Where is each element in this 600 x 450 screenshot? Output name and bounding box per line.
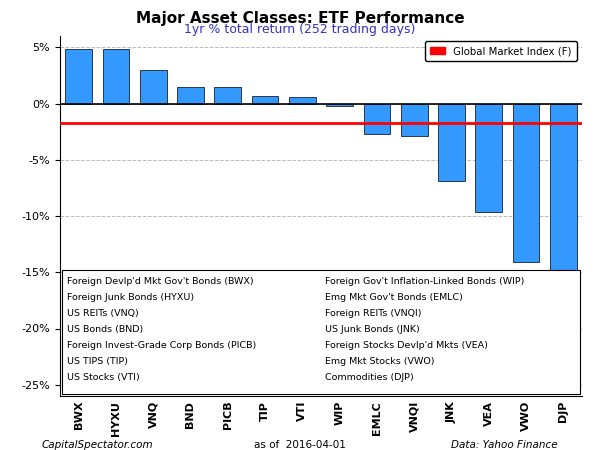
Text: US REITs (VNQ): US REITs (VNQ): [67, 309, 139, 318]
Text: Foreign REITs (VNQI): Foreign REITs (VNQI): [325, 309, 421, 318]
Bar: [103, 49, 130, 104]
Bar: [62, 270, 580, 394]
Bar: [140, 70, 167, 104]
Bar: [177, 86, 204, 104]
Text: US TIPS (TIP): US TIPS (TIP): [67, 357, 128, 366]
Text: Major Asset Classes: ETF Performance: Major Asset Classes: ETF Performance: [136, 11, 464, 26]
Bar: [438, 104, 465, 181]
Bar: [289, 97, 316, 104]
Bar: [401, 104, 428, 136]
Text: Emg Mkt Gov't Bonds (EMLC): Emg Mkt Gov't Bonds (EMLC): [325, 293, 463, 302]
Text: US Junk Bonds (JNK): US Junk Bonds (JNK): [325, 325, 419, 334]
Bar: [550, 104, 577, 379]
Bar: [214, 87, 241, 104]
Text: Foreign Junk Bonds (HYXU): Foreign Junk Bonds (HYXU): [67, 293, 194, 302]
Text: Emg Mkt Stocks (VWO): Emg Mkt Stocks (VWO): [325, 357, 434, 366]
Text: as of  2016-04-01: as of 2016-04-01: [254, 440, 346, 450]
Bar: [65, 49, 92, 104]
Text: CapitalSpectator.com: CapitalSpectator.com: [42, 440, 154, 450]
Bar: [251, 96, 278, 104]
Text: Foreign Invest-Grade Corp Bonds (PICB): Foreign Invest-Grade Corp Bonds (PICB): [67, 341, 257, 350]
Text: US Stocks (VTI): US Stocks (VTI): [67, 373, 140, 382]
Bar: [364, 104, 391, 134]
Text: Foreign Gov't Inflation-Linked Bonds (WIP): Foreign Gov't Inflation-Linked Bonds (WI…: [325, 277, 524, 286]
Text: US Bonds (BND): US Bonds (BND): [67, 325, 144, 334]
Text: Data: Yahoo Finance: Data: Yahoo Finance: [451, 440, 558, 450]
Text: 1yr % total return (252 trading days): 1yr % total return (252 trading days): [184, 23, 416, 36]
Text: Commodities (DJP): Commodities (DJP): [325, 373, 413, 382]
Legend: Global Market Index (F): Global Market Index (F): [425, 41, 577, 61]
Bar: [512, 104, 539, 262]
Bar: [475, 104, 502, 212]
Text: Foreign Stocks Devlp'd Mkts (VEA): Foreign Stocks Devlp'd Mkts (VEA): [325, 341, 488, 350]
Text: Foreign Devlp'd Mkt Gov't Bonds (BWX): Foreign Devlp'd Mkt Gov't Bonds (BWX): [67, 277, 254, 286]
Bar: [326, 104, 353, 106]
